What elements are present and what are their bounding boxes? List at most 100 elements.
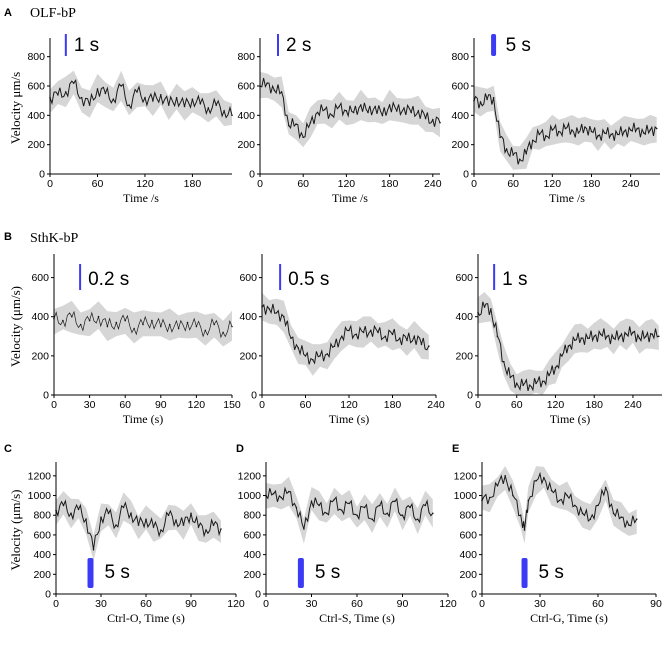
data-point xyxy=(525,152,527,155)
data-point xyxy=(580,337,583,340)
data-point xyxy=(379,504,381,507)
y-tick-label: 800 xyxy=(451,51,469,63)
data-point xyxy=(275,312,278,314)
data-point xyxy=(341,335,343,338)
data-point xyxy=(65,91,67,93)
data-point xyxy=(406,339,408,342)
y-tick-label: 0 xyxy=(251,390,257,402)
row-title-sthk-bp: SthK-bP xyxy=(30,231,78,246)
data-point xyxy=(303,528,305,530)
data-point xyxy=(515,382,518,385)
data-point xyxy=(628,524,630,526)
data-point xyxy=(523,529,526,531)
chart-b1: 0 200 400 600 0 30 60 90 120 150 Time (s) Velocity … xyxy=(8,254,241,426)
data-point xyxy=(304,355,307,357)
data-point xyxy=(428,345,430,347)
error-band xyxy=(482,466,637,544)
data-point xyxy=(167,514,170,516)
x-axis-label: Time /s xyxy=(123,191,159,205)
stimulus-bar xyxy=(491,34,497,56)
data-point xyxy=(401,514,404,516)
chart-b2: 0 200 400 600 0 60 120 180 240 Time (s) 0.5 s xyxy=(239,254,445,426)
x-tick-label: 60 xyxy=(119,399,131,411)
x-tick-label: 150 xyxy=(223,399,241,411)
x-tick-label: 0 xyxy=(47,178,53,190)
data-point xyxy=(207,107,210,109)
data-point xyxy=(612,337,615,340)
x-tick-label: 240 xyxy=(424,178,442,190)
data-point xyxy=(100,516,102,518)
chart-d: 0 200 400 600 800 1000 1200 0 30 60 90 120 Ctrl-S, T… xyxy=(238,462,457,625)
data-point xyxy=(309,121,312,124)
data-point xyxy=(355,333,358,336)
y-tick-label: 0 xyxy=(471,589,477,601)
stimulus-label: 1 s xyxy=(74,35,99,56)
data-point xyxy=(85,518,87,520)
y-tick-label: 800 xyxy=(237,51,255,63)
y-tick-label: 200 xyxy=(33,569,51,581)
data-point xyxy=(394,500,396,503)
y-tick-label: 600 xyxy=(239,272,257,284)
x-tick-label: 0 xyxy=(257,178,263,190)
data-point xyxy=(191,98,194,100)
x-tick-label: 0 xyxy=(259,399,265,411)
y-tick-label: 400 xyxy=(27,110,45,122)
data-point xyxy=(316,111,319,114)
data-point xyxy=(424,504,427,507)
y-tick-label: 400 xyxy=(455,311,473,323)
data-point xyxy=(396,110,398,112)
data-point xyxy=(280,496,283,499)
chart-a3: 0 200 400 600 800 0 60 120 180 240 Time /s 5 s xyxy=(451,34,660,205)
x-tick-label: 0 xyxy=(471,178,477,190)
data-point xyxy=(381,114,384,117)
data-point xyxy=(72,82,75,84)
data-point xyxy=(363,506,366,509)
data-point xyxy=(112,98,115,100)
data-point xyxy=(318,504,320,507)
y-tick-label: 600 xyxy=(455,272,473,284)
data-point xyxy=(479,101,482,103)
data-point xyxy=(367,111,369,114)
x-tick-label: 60 xyxy=(592,598,604,610)
y-tick-label: 400 xyxy=(451,110,469,122)
data-point xyxy=(128,104,130,106)
y-tick-label: 0 xyxy=(45,589,51,601)
panel-letter-a: A xyxy=(4,7,12,19)
data-point xyxy=(231,325,233,328)
y-axis-label: Velocity (μm/s) xyxy=(8,490,23,571)
x-tick-label: 0 xyxy=(51,399,57,411)
x-tick-label: 90 xyxy=(185,598,197,610)
data-point xyxy=(554,366,557,369)
data-point xyxy=(197,526,200,528)
data-point xyxy=(486,98,488,100)
y-tick-label: 1200 xyxy=(28,470,52,482)
x-tick-label: 30 xyxy=(306,598,318,610)
x-tick-label: 30 xyxy=(95,598,107,610)
y-tick-label: 600 xyxy=(459,529,477,541)
stimulus-label: 1 s xyxy=(502,269,527,290)
data-point xyxy=(632,331,634,334)
data-point xyxy=(345,110,348,112)
data-point xyxy=(107,512,110,515)
y-tick-label: 0 xyxy=(39,169,45,181)
data-point xyxy=(288,490,290,493)
data-point xyxy=(104,92,107,95)
y-tick-label: 800 xyxy=(459,510,477,522)
x-tick-label: 60 xyxy=(507,178,519,190)
data-point xyxy=(295,506,298,509)
data-point xyxy=(175,96,178,99)
panel-letter-b: B xyxy=(4,231,12,243)
x-tick-label: 120 xyxy=(227,598,245,610)
data-point xyxy=(295,123,297,125)
error-band xyxy=(262,292,429,376)
data-point xyxy=(551,129,554,131)
data-point xyxy=(651,333,654,336)
data-point xyxy=(416,518,419,520)
data-point xyxy=(577,132,580,134)
stimulus-label: 2 s xyxy=(286,35,311,56)
data-point xyxy=(356,514,358,516)
data-point xyxy=(222,331,224,334)
data-point xyxy=(558,499,561,502)
data-point xyxy=(215,104,217,106)
data-point xyxy=(645,335,647,338)
